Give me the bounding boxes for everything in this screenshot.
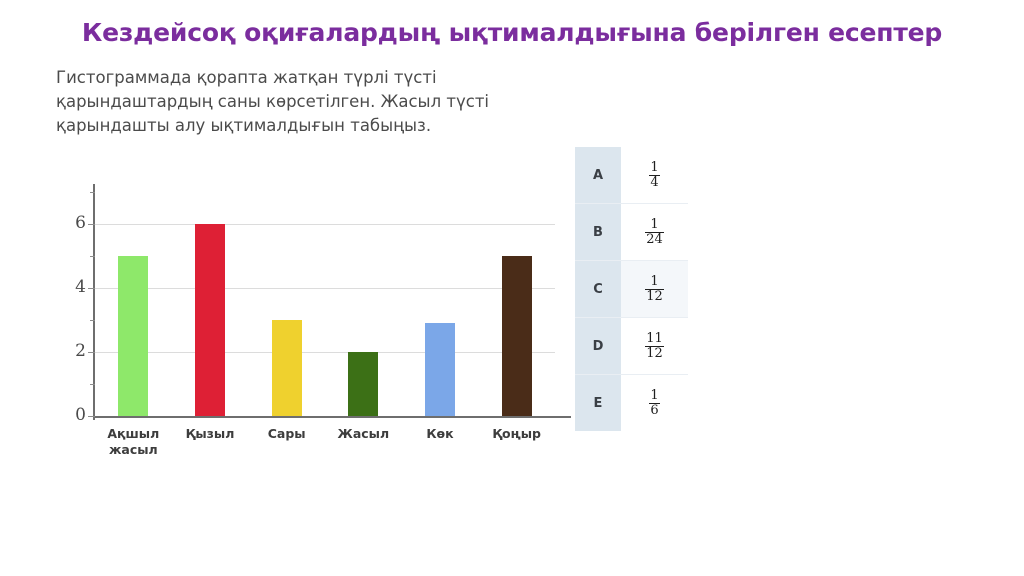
y-tick-mark: [88, 416, 95, 417]
y-tick-mark: [88, 224, 95, 225]
gridline: [95, 288, 555, 289]
bars-container: [95, 192, 555, 416]
fraction-denominator: 6: [649, 402, 660, 418]
y-tick-mark-minor: [90, 384, 95, 385]
bar: [271, 320, 302, 416]
fraction-denominator: 12: [645, 288, 664, 304]
fraction-numerator: 1: [650, 387, 659, 403]
option-value-c[interactable]: 1 12: [621, 261, 688, 317]
option-row-b[interactable]: B 1 24: [575, 203, 688, 260]
fraction-numerator: 1: [650, 159, 659, 175]
y-tick-label: 0: [75, 405, 86, 425]
y-tick-mark: [88, 352, 95, 353]
y-tick-mark-minor: [90, 192, 95, 193]
gridline: [95, 352, 555, 353]
x-axis-line: [93, 416, 571, 418]
bar: [425, 323, 455, 416]
fraction: 1 24: [645, 218, 664, 246]
bar-chart: 0 2 4 6 Ақшыл жасыл Қызыл Сары Жасыл Көк Қоңыр: [60, 180, 571, 470]
fraction-denominator: 24: [645, 231, 664, 247]
y-tick-mark-minor: [90, 320, 95, 321]
fraction: 1 12: [645, 275, 664, 303]
x-tick-label: Қызыл: [185, 426, 235, 441]
x-tick-label: Сары: [267, 426, 306, 441]
bar: [118, 256, 149, 416]
option-letter-b[interactable]: B: [575, 204, 621, 260]
question-text: Гистограммада қорапта жатқан түрлі түсті…: [56, 66, 576, 138]
y-tick-label: 2: [75, 341, 86, 361]
x-tick-label: Ақшыл жасыл: [107, 426, 160, 457]
fraction-numerator: 11: [646, 330, 663, 346]
x-tick-label: Қоңыр: [492, 426, 541, 441]
gridline: [95, 224, 555, 225]
x-tick-label: Жасыл: [337, 426, 390, 441]
bar: [501, 256, 532, 416]
answer-options-table: A 1 4 B 1 24 C 1 12 D 11 12 E 1 6: [575, 147, 688, 431]
fraction-numerator: 1: [650, 216, 659, 232]
y-axis-line: [93, 184, 95, 420]
y-tick-label: 4: [75, 277, 86, 297]
option-value-d[interactable]: 11 12: [621, 318, 688, 374]
question-line-1: Гистограммада қорапта жатқан түрлі түсті: [56, 68, 437, 87]
fraction-denominator: 4: [649, 174, 660, 190]
option-letter-c[interactable]: C: [575, 261, 621, 317]
bar: [348, 352, 379, 416]
question-line-3: қарындашты алу ықтималдығын табыңыз.: [56, 115, 432, 135]
option-letter-d[interactable]: D: [575, 318, 621, 374]
question-line-2: қарындаштардың саны көрсетілген. Жасыл т…: [56, 91, 490, 111]
fraction-denominator: 12: [645, 345, 664, 361]
page-title: Кездейсоқ оқиғалардың ықтималдығына бері…: [81, 18, 943, 47]
y-tick-label: 6: [75, 213, 86, 233]
option-letter-e[interactable]: E: [575, 375, 621, 431]
option-row-c[interactable]: C 1 12: [575, 260, 688, 317]
option-value-b[interactable]: 1 24: [621, 204, 688, 260]
y-tick-mark: [88, 288, 95, 289]
option-letter-a[interactable]: A: [575, 147, 621, 203]
x-tick-label: Көк: [426, 426, 454, 441]
option-row-d[interactable]: D 11 12: [575, 317, 688, 374]
fraction: 11 12: [645, 332, 664, 360]
y-tick-mark-minor: [90, 256, 95, 257]
fraction-numerator: 1: [650, 273, 659, 289]
bar: [195, 224, 225, 416]
